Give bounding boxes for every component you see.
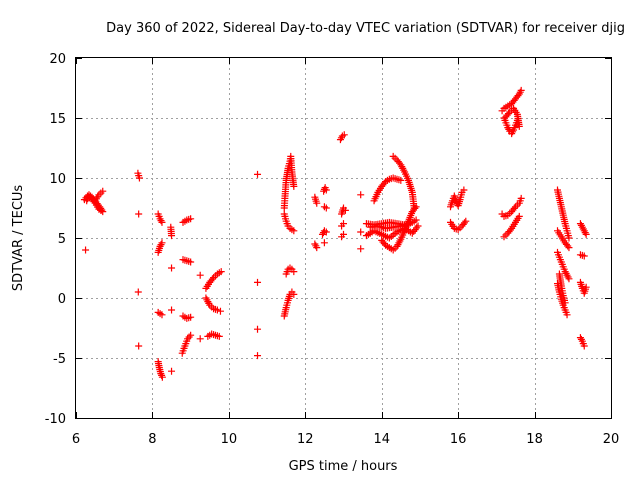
- data-point: [461, 219, 469, 227]
- data-point: [254, 352, 262, 360]
- data-point: [412, 203, 420, 211]
- data-point: [580, 252, 588, 260]
- y-tick-label: 10: [49, 172, 66, 187]
- data-point: [158, 218, 166, 226]
- data-point: [322, 186, 330, 194]
- data-point: [196, 271, 204, 279]
- x-tick-label: 8: [148, 432, 156, 447]
- data-point: [320, 239, 328, 247]
- data-point: [322, 204, 330, 212]
- plot-border: [75, 57, 612, 419]
- data-point: [187, 313, 195, 321]
- data-point: [582, 230, 590, 238]
- data-point: [168, 232, 176, 240]
- x-tick-label: 10: [221, 432, 238, 447]
- x-tick-labels: 6 8 10 12 14 16 18 20: [72, 432, 619, 447]
- data-point: [510, 204, 518, 212]
- data-point: [322, 228, 330, 236]
- data-point: [254, 325, 262, 333]
- data-point: [517, 194, 525, 202]
- data-point: [517, 86, 525, 94]
- data-point: [563, 311, 571, 319]
- x-tick-label: 16: [450, 432, 467, 447]
- data-point: [215, 332, 223, 340]
- data-point: [217, 268, 225, 276]
- data-point: [135, 342, 143, 350]
- data-point: [196, 335, 204, 343]
- x-tick-label: 6: [72, 432, 80, 447]
- data-point: [158, 373, 166, 381]
- data-point: [565, 244, 573, 252]
- data-point: [313, 199, 321, 207]
- data-point: [158, 239, 166, 247]
- data-point: [168, 306, 176, 314]
- data-points: [80, 86, 590, 381]
- y-tick-label: -10: [45, 412, 66, 427]
- data-point: [564, 242, 572, 250]
- data-point: [216, 307, 224, 315]
- data-point: [565, 275, 573, 283]
- data-point: [168, 264, 176, 272]
- data-point: [187, 331, 195, 339]
- data-point: [582, 283, 590, 291]
- data-point: [515, 212, 523, 220]
- x-tick-label: 18: [526, 432, 543, 447]
- data-point: [290, 182, 298, 190]
- y-tick-labels: -10 -5 0 5 10 15 20: [45, 52, 66, 427]
- data-point: [83, 197, 91, 205]
- data-point: [506, 226, 514, 234]
- data-point: [290, 268, 298, 276]
- data-point: [460, 186, 468, 194]
- data-point: [462, 217, 470, 225]
- data-point: [565, 234, 573, 242]
- data-point: [397, 176, 405, 184]
- data-point: [503, 111, 511, 119]
- y-tick-label: -5: [53, 352, 66, 367]
- data-point: [187, 215, 195, 223]
- chart-title: Day 360 of 2022, Sidereal Day-to-day VTE…: [106, 21, 625, 36]
- y-tick-label: 5: [58, 232, 66, 247]
- x-tick-label: 14: [373, 432, 390, 447]
- data-point: [357, 228, 365, 236]
- data-point: [340, 230, 347, 238]
- data-point: [580, 342, 588, 350]
- data-point: [254, 278, 262, 286]
- data-point: [99, 187, 107, 195]
- data-point: [158, 311, 166, 319]
- x-tick-label: 12: [297, 432, 314, 447]
- data-point: [134, 288, 142, 296]
- data-point: [340, 220, 347, 228]
- data-point: [340, 131, 348, 139]
- data-point: [412, 216, 420, 224]
- y-tick-label: 0: [58, 292, 66, 307]
- data-point: [290, 290, 298, 298]
- data-point: [135, 210, 143, 218]
- data-point: [411, 204, 419, 212]
- x-axis-label: GPS time / hours: [289, 459, 398, 474]
- data-point: [82, 246, 90, 254]
- data-point: [357, 191, 365, 199]
- data-point: [135, 174, 143, 182]
- data-point: [561, 299, 569, 307]
- data-point: [357, 245, 365, 253]
- data-point: [213, 306, 221, 314]
- data-point: [313, 244, 321, 252]
- data-point: [290, 227, 298, 235]
- data-point: [254, 170, 262, 178]
- data-point: [414, 222, 422, 230]
- data-point: [187, 258, 195, 266]
- data-point: [404, 221, 412, 229]
- y-tick-label: 20: [49, 52, 66, 67]
- data-point: [341, 206, 349, 214]
- x-tick-label: 20: [603, 432, 620, 447]
- grid: [76, 58, 611, 418]
- y-tick-label: 15: [49, 112, 66, 127]
- data-point: [208, 275, 216, 283]
- y-axis-label: SDTVAR / TECUs: [11, 185, 26, 292]
- data-point: [168, 367, 176, 375]
- data-point: [502, 113, 510, 121]
